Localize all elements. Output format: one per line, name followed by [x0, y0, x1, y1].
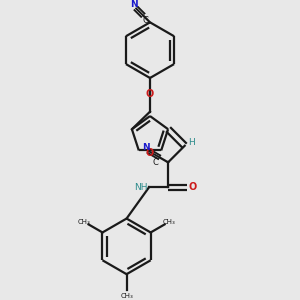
Text: N: N	[130, 0, 138, 9]
Text: O: O	[146, 148, 154, 158]
Text: NH: NH	[134, 183, 148, 192]
Text: C: C	[142, 16, 148, 25]
Text: C: C	[153, 158, 158, 166]
Text: CH₃: CH₃	[78, 219, 90, 225]
Text: N: N	[142, 142, 149, 152]
Text: CH₃: CH₃	[120, 292, 133, 298]
Text: O: O	[146, 89, 154, 99]
Text: CH₃: CH₃	[163, 219, 175, 225]
Text: O: O	[189, 182, 197, 192]
Text: H: H	[189, 138, 195, 147]
